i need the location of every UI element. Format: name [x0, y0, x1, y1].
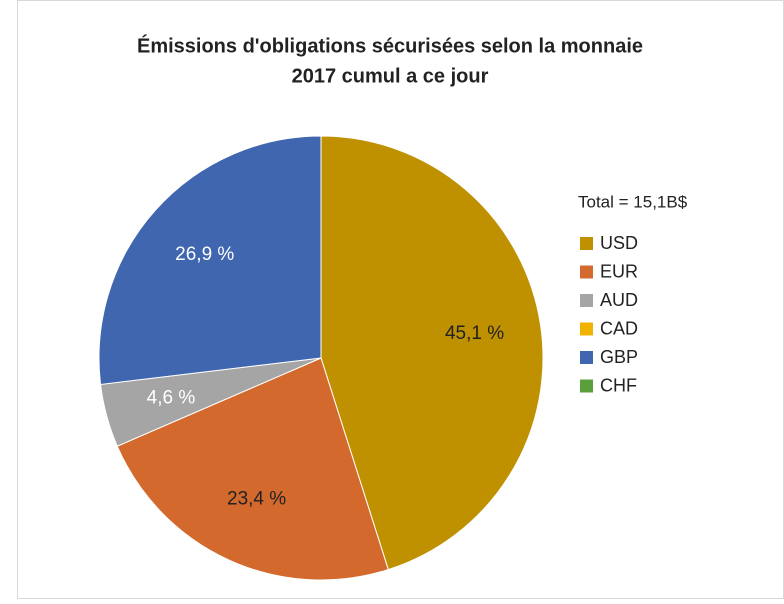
legend-swatch [580, 265, 593, 279]
legend-label: GBP [600, 347, 638, 367]
data-label: 23,4 % [227, 488, 286, 509]
legend-label: CAD [600, 318, 638, 338]
legend-swatch [580, 237, 593, 250]
legend-label: EUR [600, 261, 638, 281]
data-label: 26,9 % [175, 244, 234, 265]
legend-label: CHF [600, 375, 637, 395]
legend-swatch [580, 379, 593, 393]
chart-title: Émissions d'obligations sécurisées selon… [137, 34, 643, 57]
legend-label: AUD [600, 290, 638, 310]
pie-slice [98, 135, 322, 385]
pie-slice [320, 135, 544, 571]
legend-label: USD [600, 233, 638, 253]
chart-subtitle: 2017 cumul a ce jour [292, 65, 489, 87]
legend-swatch [580, 294, 593, 307]
legend-swatch [580, 322, 593, 336]
pie-slice [116, 357, 389, 581]
legend-swatch [580, 351, 593, 364]
data-label: 4,6 % [147, 388, 196, 409]
data-label: 45,1 % [445, 323, 504, 344]
legend-title: Total = 15,1B$ [578, 192, 688, 211]
